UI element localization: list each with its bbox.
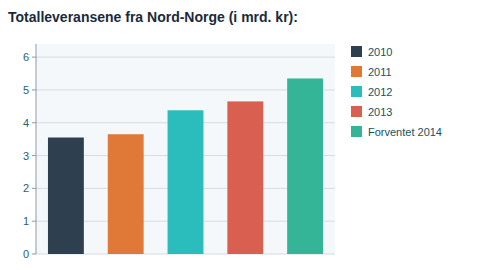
legend-swatch: [351, 66, 362, 77]
tick-label: 0: [23, 248, 29, 260]
tick-mark: [32, 122, 36, 123]
legend-label: 2010: [368, 46, 392, 58]
bar: [227, 101, 263, 254]
bar: [287, 78, 323, 254]
y-axis-line: [36, 44, 37, 254]
legend-swatch: [351, 106, 362, 117]
legend-swatch: [351, 46, 362, 57]
tick-label: 2: [23, 182, 29, 194]
legend-swatch: [351, 86, 362, 97]
bar: [108, 134, 144, 254]
tick-mark: [32, 188, 36, 189]
bars: [48, 78, 323, 254]
bar: [168, 110, 204, 254]
tick-mark: [32, 221, 36, 222]
legend-label: Forventet 2014: [368, 126, 442, 138]
tick-mark: [32, 89, 36, 90]
plot-background: [36, 44, 335, 254]
legend-label: 2011: [368, 66, 392, 78]
legend-swatch: [351, 126, 362, 137]
chart: Totalleveransene fra Nord-Norge (i mrd. …: [0, 0, 483, 270]
tick-mark: [32, 57, 36, 58]
tick-mark: [32, 155, 36, 156]
tick-label: 4: [23, 117, 29, 129]
tick-label: 3: [23, 150, 29, 162]
tick-label: 1: [23, 215, 29, 227]
legend-label: 2012: [368, 86, 392, 98]
bar: [48, 138, 84, 254]
tick-label: 5: [23, 84, 29, 96]
title: Totalleveransene fra Nord-Norge (i mrd. …: [8, 9, 298, 25]
tick-mark: [32, 254, 36, 255]
grid-line: [36, 57, 335, 58]
legend-label: 2013: [368, 106, 392, 118]
tick-label: 6: [23, 51, 29, 63]
